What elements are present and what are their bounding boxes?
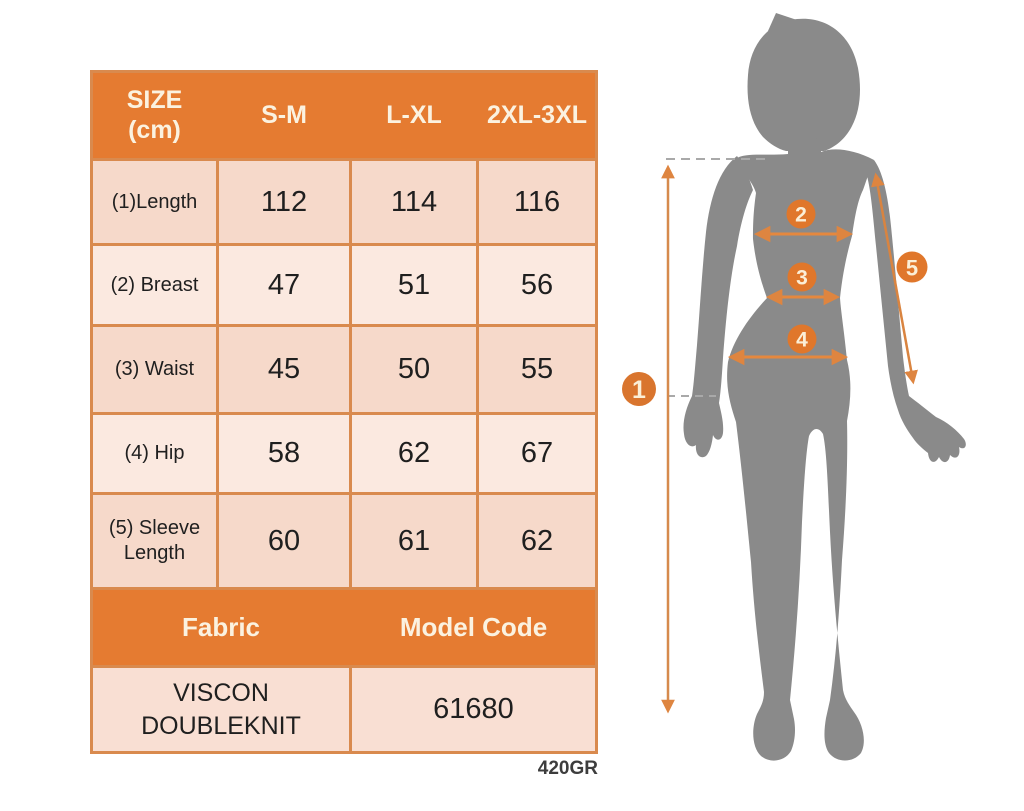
marker-1-number: 1 [632, 376, 646, 404]
marker-4-number: 4 [796, 329, 808, 352]
marker-badges: 1 2 3 4 5 [622, 199, 928, 406]
hip-2xl3xl: 67 [479, 415, 595, 492]
sleeve-sm: 60 [219, 495, 349, 587]
marker-1-badge [622, 372, 656, 406]
table-footer-header: Fabric Model Code [93, 590, 595, 665]
column-header-lxl: L-XL [386, 101, 442, 129]
marker-4-badge [787, 324, 817, 354]
fabric-value-cell: VISCON DOUBLEKNIT [93, 668, 349, 751]
size-table-header: SIZE (cm) S-M L-XL 2XL-3XL [93, 73, 595, 158]
column-header-sm: S-M [261, 101, 307, 129]
waist-sm: 45 [219, 327, 349, 412]
measurement-figure: 1 2 3 4 5 [600, 0, 1024, 806]
length-sm: 112 [219, 161, 349, 243]
breast-sm: 47 [219, 246, 349, 324]
sleeve-2xl3xl: 62 [479, 495, 595, 587]
marker-5-number: 5 [906, 256, 918, 281]
model-code-header: Model Code [399, 612, 548, 642]
woman-silhouette [683, 13, 966, 761]
size-unit-header: SIZE (cm) [126, 86, 183, 144]
marker-3-number: 3 [796, 267, 808, 290]
length-lxl: 114 [352, 161, 476, 243]
marker-5-badge [896, 251, 928, 283]
breast-2xl3xl: 56 [479, 246, 595, 324]
row-label-hip: (4) Hip [93, 415, 216, 492]
waist-lxl: 50 [352, 327, 476, 412]
column-header-2xl3xl: 2XL-3XL [486, 101, 588, 129]
row-label-length: (1)Length [93, 161, 216, 243]
silhouette-torso-legs [727, 136, 874, 761]
row-label-sleeve-length: (5) Sleeve Length [93, 495, 216, 587]
waist-2xl3xl: 55 [479, 327, 595, 412]
weight-note: 420GR [537, 758, 598, 779]
marker-2-badge [786, 199, 816, 229]
model-code-value: 61680 [352, 668, 595, 751]
length-2xl3xl: 116 [479, 161, 595, 243]
fabric-value: VISCON DOUBLEKNIT [141, 679, 301, 740]
hip-lxl: 62 [352, 415, 476, 492]
silhouette-left-arm [683, 156, 753, 458]
breast-lxl: 51 [352, 246, 476, 324]
hip-sm: 58 [219, 415, 349, 492]
fabric-header: Fabric [181, 612, 261, 642]
size-table: SIZE (cm) S-M L-XL 2XL-3XL (1)Length 112… [90, 70, 598, 754]
row-label-breast: (2) Breast [93, 246, 216, 324]
row-label-waist: (3) Waist [93, 327, 216, 412]
silhouette-hair-tuft [768, 13, 800, 35]
marker-3-badge [787, 262, 817, 292]
sleeve-lxl: 61 [352, 495, 476, 587]
woman-silhouette-diagram: 1 2 3 4 5 [622, 13, 966, 761]
sleeve-arrow [871, 172, 918, 385]
marker-2-number: 2 [795, 204, 807, 227]
silhouette-head [747, 18, 860, 151]
